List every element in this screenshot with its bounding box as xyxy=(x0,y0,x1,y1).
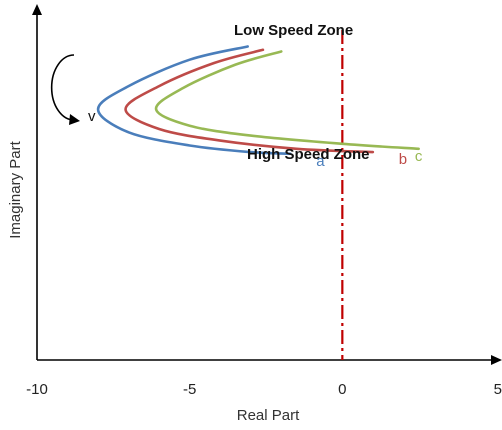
series-label-a: a xyxy=(316,153,325,170)
x-tick-labels: -10 -5 0 5 xyxy=(26,381,502,398)
series-label-c: c xyxy=(415,148,423,165)
direction-arc-arrow xyxy=(50,54,75,121)
x-tick-label: -10 xyxy=(26,381,48,398)
x-tick-label: 5 xyxy=(494,381,502,398)
y-axis-arrow xyxy=(32,4,42,15)
y-axis-label: Imaginary Part xyxy=(7,140,24,238)
x-axis-label: Real Part xyxy=(237,407,300,424)
x-tick-label: -5 xyxy=(183,381,196,398)
direction-arrowhead xyxy=(69,114,80,125)
x-tick-label: 0 xyxy=(338,381,346,398)
direction-label: v xyxy=(88,108,96,125)
x-axis-arrow xyxy=(491,355,502,365)
series-curves xyxy=(96,45,420,156)
series-curve-c xyxy=(154,50,420,151)
series-curve-b xyxy=(124,48,375,154)
series-label-b: b xyxy=(399,151,407,168)
low-speed-zone-label: Low Speed Zone xyxy=(234,22,353,39)
high-speed-zone-label: High Speed Zone xyxy=(247,146,370,163)
series-curve-a xyxy=(96,45,292,156)
